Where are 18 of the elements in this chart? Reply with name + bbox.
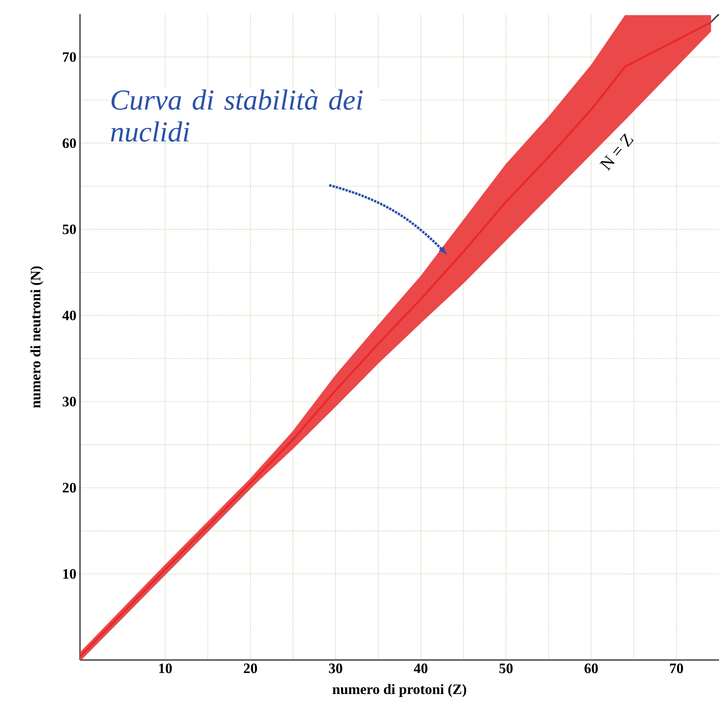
x-tick-label: 60 — [584, 664, 598, 674]
annotation: Curva di stabilità dei nuclidi — [111, 89, 363, 142]
y-tick-label: 40 — [62, 310, 76, 320]
x-tick-label: 20 — [244, 664, 258, 674]
y-axis-title: numero di neutroni (N) — [30, 266, 44, 408]
x-tick-label: 50 — [500, 664, 513, 674]
x-tick-label: 40 — [414, 664, 428, 674]
x-tick-label: 70 — [670, 664, 684, 674]
y-tick-label: 30 — [62, 396, 76, 406]
x-tick-label: 10 — [159, 664, 172, 674]
y-tick-label: 60 — [62, 138, 76, 148]
y-tick-label: 10 — [63, 569, 76, 579]
text: N = Z — [600, 134, 634, 171]
x-axis-title: numero di protoni (Z) — [332, 684, 466, 698]
y-tick-label: 20 — [62, 482, 76, 493]
y-tick-label: 70 — [63, 52, 76, 62]
x-tick-label: 30 — [329, 664, 342, 674]
y-tick-label: 50 — [62, 224, 76, 234]
